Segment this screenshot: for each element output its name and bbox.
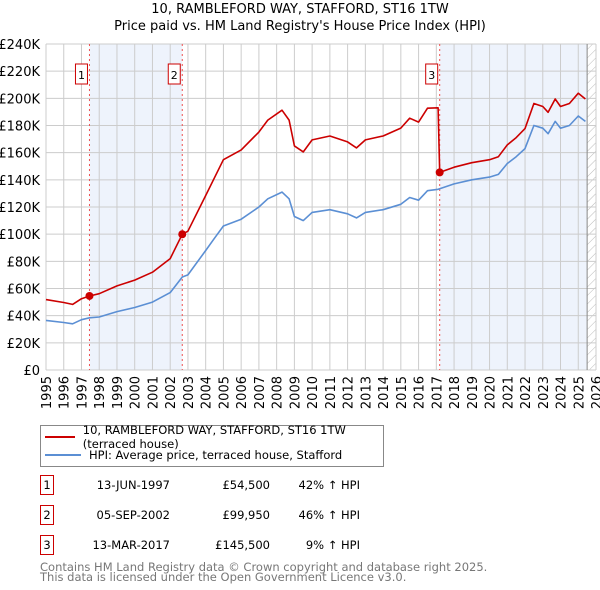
sale-date: 05-SEP-2002 <box>96 508 170 522</box>
x-tick-label: 2019 <box>466 376 481 409</box>
sale-date: 13-MAR-2017 <box>92 538 170 552</box>
sale-label-box <box>425 63 439 85</box>
x-tick-label: 2004 <box>200 376 215 409</box>
x-tick-label: 2002 <box>164 376 179 409</box>
x-tick-label: 2026 <box>590 376 600 409</box>
sale-price: £54,500 <box>222 478 270 492</box>
legend-item-property: 10, RAMBLEFORD WAY, STAFFORD, ST16 1TW (… <box>45 423 383 451</box>
y-tick-label: £200K <box>0 92 40 107</box>
x-tick-label: 2025 <box>572 376 587 409</box>
sale-label: 2 <box>171 69 178 82</box>
sale-label: 3 <box>428 69 435 82</box>
x-tick-label: 2015 <box>395 376 410 409</box>
y-tick-label: £160K <box>0 147 40 162</box>
legend-item-hpi: HPI: Average price, terraced house, Staf… <box>45 447 342 463</box>
sale-price: £99,950 <box>222 508 270 522</box>
y-tick-label: £240K <box>0 38 40 53</box>
sale-label-box <box>74 63 88 85</box>
x-tick-label: 2016 <box>413 376 428 409</box>
legend-swatch-red <box>45 436 75 438</box>
x-tick-label: 1996 <box>58 376 73 409</box>
price-chart: £0 £20K £40K £60K £80K £100K £120K £140K £160K £1… <box>0 38 600 409</box>
y-tick-label: £0 <box>23 364 40 379</box>
y-tick-label: £220K <box>0 65 40 80</box>
series-line <box>45 92 586 306</box>
x-tick-label: 1999 <box>111 376 126 409</box>
y-tick-label: £140K <box>0 174 40 189</box>
x-tick-label: 2007 <box>253 376 268 409</box>
legend: 10, RAMBLEFORD WAY, STAFFORD, ST16 1TW (… <box>40 423 384 467</box>
y-tick-label: £20K <box>7 337 41 352</box>
y-tick-label: £60K <box>7 283 41 298</box>
x-tick-label: 1998 <box>93 376 108 409</box>
sale-point <box>435 168 444 177</box>
x-tick-label: 2006 <box>235 376 250 409</box>
sale-row: 3 13-MAR-2017 £145,500 9% ↑ HPI <box>40 535 480 555</box>
y-tick-label: £100K <box>0 228 40 243</box>
x-tick-label: 2000 <box>129 376 144 409</box>
licence-text: This data is licensed under the Open Gov… <box>40 570 407 584</box>
sale-price: £145,500 <box>215 538 270 552</box>
y-tick-label: £180K <box>0 120 40 135</box>
sale-badge: 1 <box>40 475 54 495</box>
sale-badge: 2 <box>40 505 54 525</box>
sale-hpi-diff: 46% ↑ HPI <box>298 508 360 522</box>
y-tick-label: £80K <box>7 255 41 270</box>
x-tick-label: 2017 <box>430 376 445 409</box>
x-tick-label: 2005 <box>217 376 232 409</box>
sale-label: 1 <box>78 69 85 82</box>
sale-hpi-diff: 9% ↑ HPI <box>305 538 360 552</box>
y-tick-label: £40K <box>7 310 41 325</box>
x-tick-label: 2022 <box>519 376 534 409</box>
sale-hpi-diff: 42% ↑ HPI <box>298 478 360 492</box>
x-tick-label: 1997 <box>75 376 90 409</box>
x-tick-label: 2008 <box>271 376 286 409</box>
chart-subtitle: Price paid vs. HM Land Registry's House … <box>114 19 486 34</box>
sale-point <box>85 291 94 300</box>
sale-row: 1 13-JUN-1997 £54,500 42% ↑ HPI <box>40 475 480 495</box>
series-line <box>45 115 586 325</box>
sale-date: 13-JUN-1997 <box>96 478 170 492</box>
legend-label: HPI: Average price, terraced house, Staf… <box>89 448 343 462</box>
x-tick-label: 2001 <box>146 376 161 409</box>
x-tick-label: 2010 <box>306 376 321 409</box>
legend-label: 10, RAMBLEFORD WAY, STAFFORD, ST16 1TW (… <box>82 423 346 451</box>
y-tick-label: £120K <box>0 201 40 216</box>
chart-title: 10, RAMBLEFORD WAY, STAFFORD, ST16 1TW <box>151 2 449 17</box>
x-tick-label: 2012 <box>342 376 357 409</box>
x-tick-label: 2018 <box>448 376 463 409</box>
copyright-text: Contains HM Land Registry data © Crown c… <box>40 560 488 574</box>
x-tick-label: 1995 <box>40 376 55 409</box>
x-tick-label: 2013 <box>359 376 374 409</box>
sale-point <box>178 230 187 239</box>
footer: Contains HM Land Registry data © Crown c… <box>40 560 488 584</box>
x-tick-label: 2024 <box>555 376 570 409</box>
x-tick-label: 2020 <box>484 376 499 409</box>
x-tick-label: 2009 <box>288 376 303 409</box>
sale-badge: 3 <box>40 535 54 555</box>
legend-swatch-blue <box>45 454 81 456</box>
x-tick-label: 2014 <box>377 376 392 409</box>
sale-label-box <box>167 63 181 85</box>
sale-row: 2 05-SEP-2002 £99,950 46% ↑ HPI <box>40 505 480 525</box>
x-tick-label: 2021 <box>501 376 516 409</box>
x-tick-label: 2011 <box>324 376 339 409</box>
x-tick-label: 2023 <box>537 376 552 409</box>
x-tick-label: 2003 <box>182 376 197 409</box>
